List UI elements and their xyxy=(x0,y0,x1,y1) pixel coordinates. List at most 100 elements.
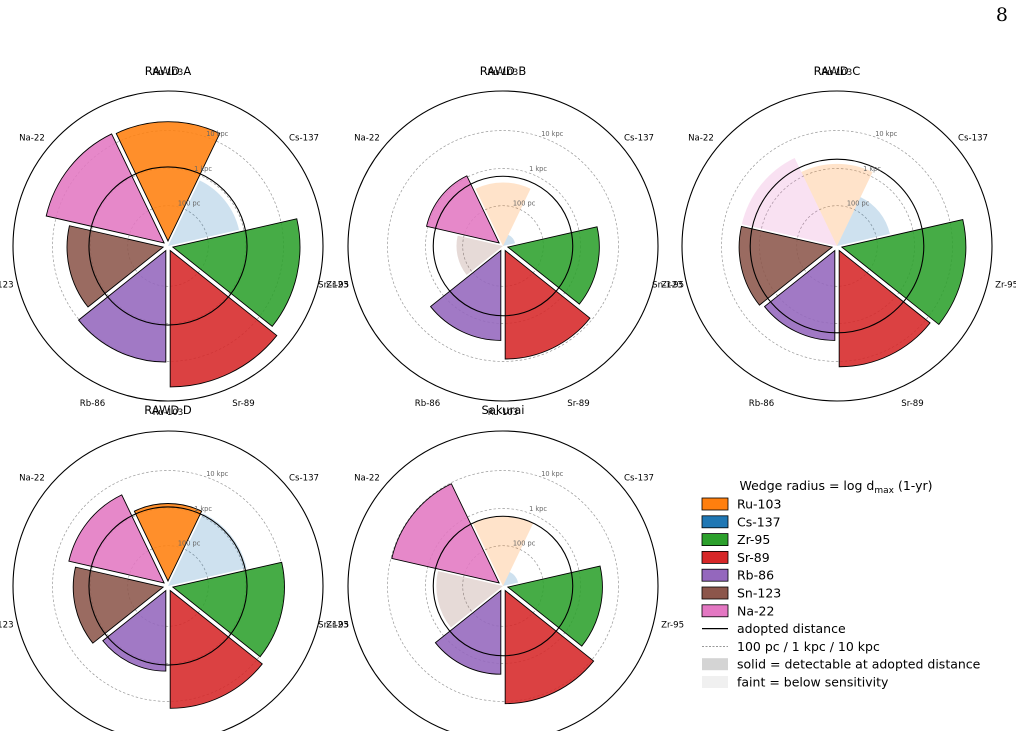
wedge-sr-89 xyxy=(504,249,591,360)
legend-swatch-cs-137 xyxy=(701,515,729,529)
wedge-zr-95 xyxy=(840,218,967,326)
legend-label: solid = detectable at adopted distance xyxy=(737,657,981,672)
spoke-label-sn-123: Sn-123 xyxy=(652,281,682,291)
outer-circle xyxy=(347,430,659,731)
ring-label: 1 kpc xyxy=(194,165,212,173)
legend-label: Rb-86 xyxy=(737,568,774,583)
spoke-label-zr-95: Zr-95 xyxy=(661,621,684,631)
outer-circle xyxy=(347,90,659,402)
wedge-rb-86 xyxy=(77,249,167,363)
spoke-label-na-22: Na-22 xyxy=(354,134,380,144)
legend-label: faint = below sensitivity xyxy=(737,675,889,690)
panel-title: RAWD B xyxy=(480,64,527,78)
ring-label: 100 pc xyxy=(847,200,870,208)
panel-rawd-a: 10 kpc 1 kpc 100 pc Ru-103 Cs-137 Zr-95 Sr-89 R… xyxy=(0,64,349,409)
legend-label: adopted distance xyxy=(737,621,846,636)
adopted-distance-circle xyxy=(749,158,925,334)
legend-label: Na-22 xyxy=(737,603,774,618)
wedge-ru-103 xyxy=(115,121,221,243)
wedge-sr-89 xyxy=(838,249,931,368)
spoke-label-cs-137: Cs-137 xyxy=(624,474,654,484)
outer-circle xyxy=(681,90,993,402)
legend-swatch-sr-89 xyxy=(701,551,729,564)
outer-circle xyxy=(12,430,324,731)
spoke-label-sr-89: Sr-89 xyxy=(567,399,589,409)
ring-label: 1 kpc xyxy=(529,505,547,513)
legend-label: Cs-137 xyxy=(737,514,781,529)
legend-swatch-sn-123 xyxy=(701,586,729,600)
legend-swatch-solid-detectable-at-adopted-distance xyxy=(702,658,728,671)
wedge-cs-137 xyxy=(503,572,519,586)
legend-swatch-rb-86 xyxy=(701,568,729,582)
panel-title: RAWD D xyxy=(144,403,192,417)
spoke-label-zr-95: Zr-95 xyxy=(326,281,349,291)
ring-label: 10 kpc xyxy=(541,470,563,478)
spoke-label-zr-95: Zr-95 xyxy=(995,281,1016,291)
panel-title: RAWD A xyxy=(145,64,192,78)
wedge-sn-123 xyxy=(66,225,165,308)
spoke-label-cs-137: Cs-137 xyxy=(289,134,319,144)
spoke-label-zr-95: Zr-95 xyxy=(326,621,349,631)
ring-label: 10 kpc xyxy=(206,130,228,138)
panel-rawd-c: 10 kpc 1 kpc 100 pc Ru-103 Cs-137 Zr-95 Sr-89 R… xyxy=(652,64,1016,409)
ring-label: 1 kpc xyxy=(863,165,881,173)
wedge-zr-95 xyxy=(171,561,285,658)
spoke-label-na-22: Na-22 xyxy=(19,474,45,484)
wedge-sr-89 xyxy=(504,589,595,705)
reference-ring xyxy=(387,470,619,702)
spoke-label-sn-123: Sn-123 xyxy=(0,621,14,631)
ring-label: 1 kpc xyxy=(529,165,547,173)
spoke-label-ru-103: Ru-103 xyxy=(488,408,519,418)
legend-label: 100 pc / 1 kpc / 10 kpc xyxy=(737,639,880,654)
spoke-label-sn-123: Sn-123 xyxy=(318,281,348,291)
wedge-sn-123 xyxy=(738,225,834,306)
wedge-sr-89 xyxy=(169,589,263,709)
wedge-rb-86 xyxy=(102,589,167,672)
legend-swatch-zr-95 xyxy=(701,533,729,546)
wedge-ru-103 xyxy=(801,163,873,246)
ring-label: 100 pc xyxy=(178,200,201,208)
legend-label: Sr-89 xyxy=(737,550,770,565)
spoke-label-sn-123: Sn-123 xyxy=(0,281,14,291)
spoke-label-ru-103: Ru-103 xyxy=(153,68,184,78)
wedge-sn-123 xyxy=(72,566,165,644)
panel-rawd-b: 10 kpc 1 kpc 100 pc Ru-103 Cs-137 Zr-95 Sr-89 R… xyxy=(318,64,684,409)
wedge-cs-137 xyxy=(168,513,247,586)
spoke-label-rb-86: Rb-86 xyxy=(415,399,440,409)
reference-ring xyxy=(387,130,619,362)
spoke-label-cs-137: Cs-137 xyxy=(289,474,319,484)
wedge-ru-103 xyxy=(475,182,531,246)
wedge-ru-103 xyxy=(472,516,534,586)
legend-swatch-na-22 xyxy=(701,604,729,618)
wedge-cs-137 xyxy=(168,180,240,246)
wedge-cs-137 xyxy=(837,197,890,246)
spoke-label-na-22: Na-22 xyxy=(354,474,380,484)
ring-label: 100 pc xyxy=(178,540,201,548)
ring-label: 100 pc xyxy=(513,540,536,548)
legend-title: Wedge radius = log dmax (1-yr) xyxy=(739,478,932,496)
spoke-label-na-22: Na-22 xyxy=(688,134,714,144)
legend-label: Zr-95 xyxy=(737,532,770,547)
ring-label: 10 kpc xyxy=(206,470,228,478)
legend-swatch-ru-103 xyxy=(701,497,729,511)
wedge-na-22 xyxy=(426,175,500,244)
panel-title: Sakurai xyxy=(482,403,525,417)
ring-label: 10 kpc xyxy=(541,130,563,138)
panel-title: RAWD C xyxy=(814,64,861,78)
ring-label: 100 pc xyxy=(513,200,536,208)
wedge-sn-123 xyxy=(456,235,503,275)
wedge-na-22 xyxy=(45,133,165,244)
wedge-sn-123 xyxy=(436,571,503,628)
outer-circle xyxy=(12,90,324,402)
spoke-label-sr-89: Sr-89 xyxy=(901,399,923,409)
adopted-distance-circle xyxy=(88,166,248,326)
wedge-na-22 xyxy=(391,483,500,584)
spoke-label-na-22: Na-22 xyxy=(19,134,45,144)
wedge-zr-95 xyxy=(171,218,301,327)
legend: Wedge radius = log dmax (1-yr)Ru-103 Cs-1… xyxy=(701,478,981,690)
legend-label: Ru-103 xyxy=(737,497,781,512)
spoke-label-ru-103: Ru-103 xyxy=(153,408,184,418)
spoke-label-zr-95: Zr-95 xyxy=(661,281,684,291)
spoke-label-sr-89: Sr-89 xyxy=(232,399,254,409)
